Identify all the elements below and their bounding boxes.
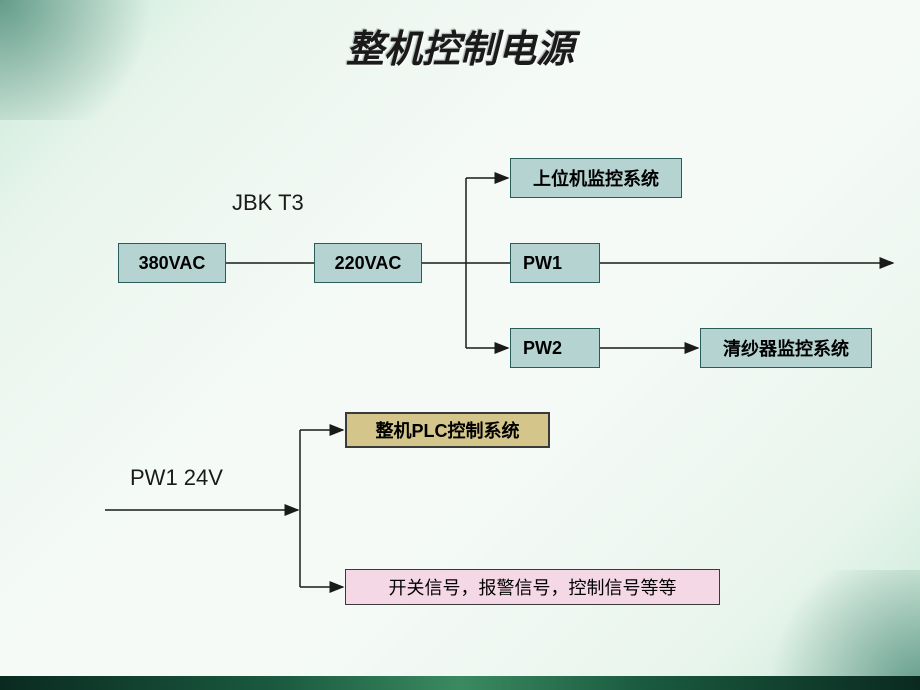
node-pw2: PW2 [510,328,600,368]
node-clean-monitor: 清纱器监控系统 [700,328,872,368]
node-signals: 开关信号，报警信号，控制信号等等 [345,569,720,605]
node-plc: 整机PLC控制系统 [345,412,550,448]
page-title: 整机控制电源 [0,18,920,73]
corner-decoration-br [740,570,920,690]
node-pw1: PW1 [510,243,600,283]
node-380vac: 380VAC [118,243,226,283]
label-pw1-24v: PW1 24V [130,465,223,491]
bottom-bar [0,676,920,690]
node-upper-monitor: 上位机监控系统 [510,158,682,198]
label-jbk: JBK T3 [232,190,304,216]
node-220vac: 220VAC [314,243,422,283]
